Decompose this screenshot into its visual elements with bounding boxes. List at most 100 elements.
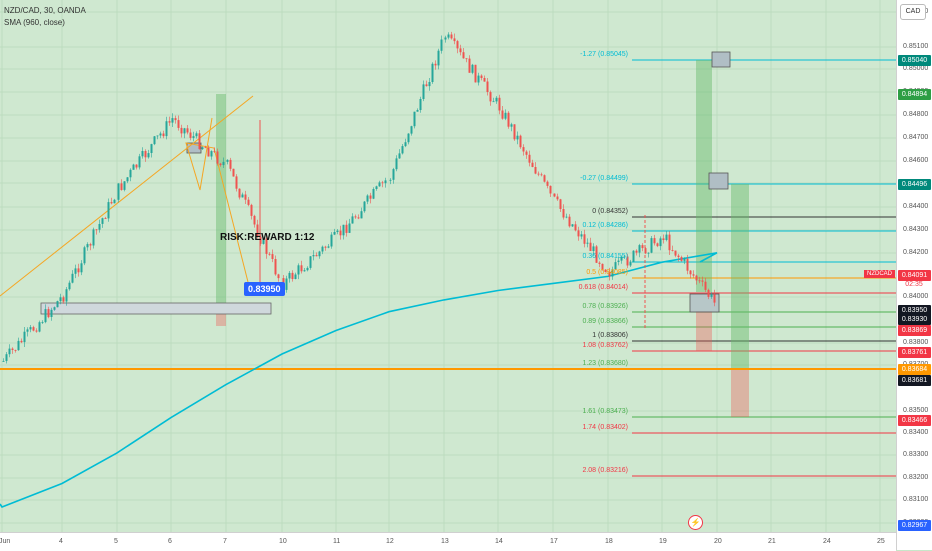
candle-body[interactable] [486, 81, 489, 93]
candle-body[interactable] [617, 260, 620, 262]
candle-body[interactable] [53, 307, 56, 310]
candle-body[interactable] [614, 262, 617, 270]
candle-body[interactable] [101, 218, 104, 224]
candle-body[interactable] [653, 238, 656, 244]
candle-body[interactable] [303, 270, 306, 272]
candle-body[interactable] [668, 234, 671, 251]
candle-body[interactable] [456, 41, 459, 49]
stop-zone-lower[interactable] [731, 370, 749, 417]
candle-body[interactable] [465, 58, 468, 60]
candle-body[interactable] [98, 224, 101, 230]
candle-body[interactable] [413, 111, 416, 127]
candle-body[interactable] [232, 168, 235, 177]
candle-body[interactable] [713, 294, 716, 303]
candle-body[interactable] [330, 234, 333, 247]
candle-body[interactable] [265, 238, 268, 254]
candle-body[interactable] [348, 223, 351, 233]
candle-body[interactable] [95, 229, 98, 231]
candle-body[interactable] [601, 263, 604, 270]
candle-body[interactable] [647, 252, 650, 254]
candle-body[interactable] [549, 185, 552, 194]
candle-body[interactable] [241, 194, 244, 198]
candle-body[interactable] [489, 92, 492, 102]
candle-body[interactable] [321, 246, 324, 252]
candle-body[interactable] [501, 110, 504, 119]
marker-box[interactable] [711, 51, 731, 68]
candle-body[interactable] [565, 216, 568, 218]
candle-body[interactable] [156, 135, 159, 137]
candle-body[interactable] [395, 158, 398, 170]
candle-body[interactable] [44, 309, 47, 323]
candle-body[interactable] [291, 272, 294, 279]
candle-body[interactable] [662, 238, 665, 240]
candle-body[interactable] [546, 181, 549, 186]
candle-body[interactable] [372, 189, 375, 199]
candle-body[interactable] [285, 278, 288, 290]
candle-body[interactable] [425, 84, 428, 87]
candle-body[interactable] [586, 242, 589, 244]
candle-body[interactable] [528, 154, 531, 163]
candle-body[interactable] [259, 236, 262, 244]
candle-body[interactable] [213, 151, 216, 152]
candle-body[interactable] [20, 340, 23, 343]
candle-body[interactable] [398, 153, 401, 159]
candle-body[interactable] [83, 247, 86, 264]
candle-body[interactable] [513, 124, 516, 140]
candle-body[interactable] [638, 245, 641, 253]
target-zone-early[interactable] [216, 94, 226, 306]
candle-body[interactable] [250, 204, 253, 216]
candle-body[interactable] [447, 34, 450, 38]
candle-body[interactable] [375, 186, 378, 189]
candle-body[interactable] [183, 128, 186, 134]
candle-body[interactable] [117, 183, 120, 200]
candle-body[interactable] [324, 246, 327, 248]
time-axis[interactable]: Jun 4 5 6 7 10 11 12 13 14 17 18 19 20 21 24 25 [0, 532, 896, 551]
candle-body[interactable] [333, 232, 336, 235]
candle-body[interactable] [222, 161, 225, 166]
candle-body[interactable] [692, 274, 695, 276]
candle-body[interactable] [339, 230, 342, 236]
candle-body[interactable] [504, 112, 507, 119]
candle-body[interactable] [656, 243, 659, 247]
candle-body[interactable] [104, 218, 107, 219]
lightning-icon[interactable]: ⚡ [688, 515, 703, 530]
candle-body[interactable] [620, 256, 623, 261]
candle-body[interactable] [589, 242, 592, 251]
candle-body[interactable] [428, 82, 431, 87]
candle-body[interactable] [378, 182, 381, 187]
candle-body[interactable] [201, 147, 204, 150]
candle-body[interactable] [540, 174, 543, 176]
candle-body[interactable] [562, 209, 565, 218]
candle-body[interactable] [29, 327, 32, 330]
candle-body[interactable] [59, 297, 62, 302]
candle-body[interactable] [177, 120, 180, 128]
stop-zone-early[interactable] [216, 306, 226, 326]
candle-body[interactable] [11, 348, 14, 350]
support-zone[interactable] [40, 302, 272, 315]
candle-body[interactable] [351, 216, 354, 224]
candle-body[interactable] [207, 147, 210, 157]
candle-body[interactable] [153, 136, 156, 145]
candle-body[interactable] [262, 238, 265, 244]
candle-body[interactable] [336, 230, 339, 232]
candle-body[interactable] [110, 202, 113, 204]
currency-button[interactable]: CAD [900, 4, 926, 20]
candle-body[interactable] [210, 151, 213, 157]
candle-body[interactable] [598, 262, 601, 264]
candle-body[interactable] [174, 118, 177, 121]
candle-body[interactable] [77, 268, 80, 273]
candle-body[interactable] [35, 330, 38, 332]
candle-body[interactable] [312, 255, 315, 257]
candle-body[interactable] [444, 37, 447, 40]
candle-body[interactable] [632, 250, 635, 262]
candle-body[interactable] [401, 146, 404, 154]
candle-body[interactable] [23, 331, 26, 343]
candle-body[interactable] [238, 188, 241, 198]
candle-body[interactable] [604, 269, 607, 272]
candle-body[interactable] [459, 48, 462, 53]
candle-body[interactable] [450, 34, 453, 39]
candle-body[interactable] [354, 216, 357, 218]
candle-body[interactable] [680, 257, 683, 261]
candle-body[interactable] [189, 132, 192, 138]
candle-body[interactable] [32, 327, 35, 331]
